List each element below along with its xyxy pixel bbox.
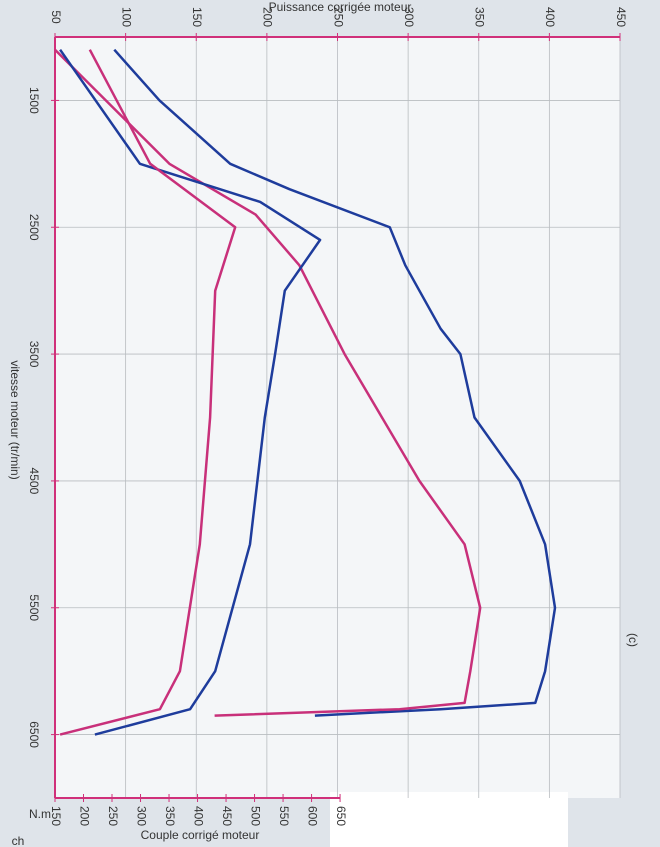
y-tick-label: 50: [49, 10, 63, 24]
x-tick-label: 5500: [27, 594, 41, 621]
curve: [59, 49, 237, 736]
annotation: (c): [626, 633, 640, 647]
y-tick-label: 150: [190, 7, 204, 27]
y-tick-label: 250: [331, 7, 345, 27]
y2-tick-label: 200: [77, 806, 91, 826]
y-tick-label: 100: [119, 7, 133, 27]
y2-tick-label: 300: [134, 806, 148, 826]
curve: [59, 48, 322, 736]
y-tick-label: 200: [261, 7, 275, 27]
y2-tick-label: 550: [277, 806, 291, 826]
y2-tick-label: 250: [106, 806, 120, 826]
x-tick-label: 6500: [27, 721, 41, 748]
y-tick-label: 300: [402, 7, 416, 27]
y-axis-unit: ch: [12, 834, 25, 847]
y-tick-label: 400: [543, 7, 557, 27]
x-tick-label: 3500: [27, 341, 41, 368]
curve: [113, 48, 557, 717]
x-tick-label: 2500: [27, 214, 41, 241]
y2-tick-label: 150: [49, 806, 63, 826]
y2-tick-label: 400: [191, 806, 205, 826]
x-tick-label: 4500: [27, 468, 41, 495]
redaction: [330, 792, 568, 847]
x-tick-label: 1500: [27, 87, 41, 114]
y2-tick-label: 450: [220, 806, 234, 826]
y2-axis-unit: N.m: [29, 807, 51, 821]
y-tick-label: 450: [614, 7, 628, 27]
y2-tick-label: 650: [334, 806, 348, 826]
curve: [54, 48, 482, 717]
y-tick-label: 350: [473, 7, 487, 27]
y2-tick-label: 600: [305, 806, 319, 826]
y2-axis-label: Couple corrigé moteur: [141, 828, 260, 842]
y2-tick-label: 500: [248, 806, 262, 826]
chart-title: Puissance corrigée moteur: [269, 0, 412, 14]
x-axis-label: vitesse moteur (tr/min): [8, 360, 22, 479]
y2-tick-label: 350: [163, 806, 177, 826]
